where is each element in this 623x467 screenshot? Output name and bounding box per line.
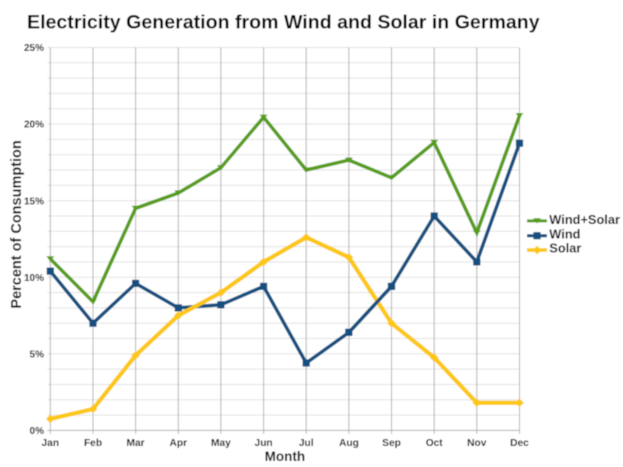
svg-text:25%: 25%: [24, 43, 44, 54]
svg-text:Nov: Nov: [467, 438, 487, 449]
svg-text:Solar: Solar: [549, 241, 581, 256]
svg-text:0%: 0%: [30, 426, 45, 437]
svg-text:Electricity Generation from Wi: Electricity Generation from Wind and Sol…: [27, 12, 540, 34]
svg-text:Aug: Aug: [339, 438, 359, 449]
svg-text:May: May: [211, 438, 231, 449]
svg-text:Oct: Oct: [426, 438, 444, 449]
svg-text:Wind: Wind: [549, 226, 580, 241]
svg-text:5%: 5%: [30, 349, 45, 360]
svg-text:Mar: Mar: [127, 438, 145, 449]
svg-text:Sep: Sep: [382, 438, 401, 449]
svg-text:Wind+Solar: Wind+Solar: [549, 212, 620, 227]
svg-text:Jul: Jul: [299, 438, 314, 449]
svg-text:Dec: Dec: [510, 438, 529, 449]
svg-text:Percent of Consumption: Percent of Consumption: [9, 140, 25, 308]
svg-text:Jan: Jan: [42, 438, 60, 449]
svg-text:Feb: Feb: [84, 438, 102, 449]
svg-text:20%: 20%: [24, 120, 44, 131]
svg-text:Apr: Apr: [170, 438, 188, 449]
svg-text:15%: 15%: [24, 196, 44, 207]
svg-text:10%: 10%: [24, 273, 44, 284]
svg-text:Jun: Jun: [255, 438, 273, 449]
svg-text:Month: Month: [265, 449, 305, 464]
